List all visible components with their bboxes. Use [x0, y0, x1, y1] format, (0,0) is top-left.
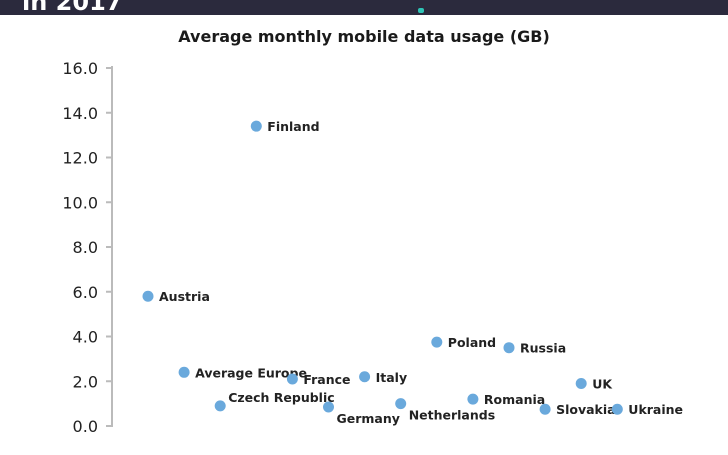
data-point [359, 371, 371, 383]
chart-title: Average monthly mobile data usage (GB) [178, 27, 550, 46]
data-label: Ukraine [628, 402, 683, 417]
data-label: Slovakia [556, 402, 616, 417]
data-label: Finland [267, 119, 319, 134]
y-tick-label: 6.0 [73, 283, 98, 302]
header-bar: in 2017 [0, 0, 728, 15]
data-label: Italy [376, 370, 408, 385]
data-label: Romania [484, 392, 545, 407]
data-point [431, 336, 443, 348]
data-label: Germany [337, 411, 400, 426]
y-tick-label: 12.0 [62, 149, 98, 168]
data-point [142, 290, 154, 302]
data-label: France [303, 372, 350, 387]
data-label: Average Europe [195, 365, 307, 380]
y-tick-label: 0.0 [73, 417, 98, 436]
y-tick-label: 4.0 [73, 328, 98, 347]
data-point [214, 400, 226, 412]
data-label: UK [592, 376, 613, 391]
data-point [575, 377, 587, 389]
data-point [503, 342, 515, 354]
header-title: in 2017 [22, 0, 123, 15]
data-label: Netherlands [409, 408, 495, 423]
y-tick-label: 8.0 [73, 238, 98, 257]
data-label: Austria [159, 289, 210, 304]
data-label: Czech Republic [228, 390, 334, 405]
data-point [395, 398, 407, 410]
data-label: Russia [520, 341, 566, 356]
y-tick-label: 2.0 [73, 372, 98, 391]
data-point [467, 393, 479, 405]
data-point [286, 373, 298, 385]
data-point [178, 366, 190, 378]
data-point [323, 401, 334, 413]
y-tick-label: 10.0 [62, 193, 98, 212]
data-point [250, 120, 262, 132]
header-accent [418, 8, 424, 13]
data-label: Poland [448, 335, 496, 350]
data-point [611, 403, 623, 415]
data-point [539, 403, 551, 415]
y-tick-label: 16.0 [62, 59, 98, 78]
y-tick-label: 14.0 [62, 104, 98, 123]
